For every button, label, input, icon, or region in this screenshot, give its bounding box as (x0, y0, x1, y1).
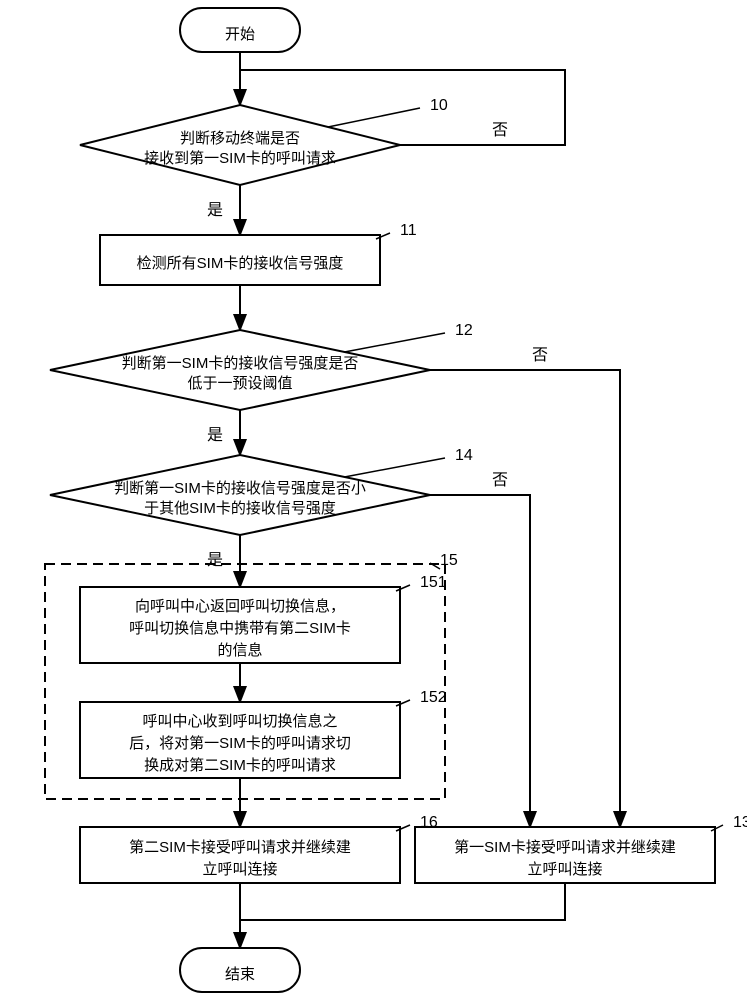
svg-text:接收到第一SIM卡的呼叫请求: 接收到第一SIM卡的呼叫请求 (144, 149, 336, 167)
flowchart-diagram: 15否是是是否否开始结束判断移动终端是否接收到第一SIM卡的呼叫请求10判断第一… (0, 0, 747, 1000)
svg-text:结束: 结束 (225, 966, 255, 983)
svg-text:152: 152 (420, 689, 447, 706)
svg-text:否: 否 (492, 472, 508, 489)
svg-text:开始: 开始 (225, 26, 255, 43)
svg-text:14: 14 (455, 447, 473, 464)
svg-text:判断第一SIM卡的接收信号强度是否: 判断第一SIM卡的接收信号强度是否 (122, 354, 359, 372)
svg-text:呼叫切换信息中携带有第二SIM卡: 呼叫切换信息中携带有第二SIM卡 (129, 619, 351, 637)
svg-text:判断移动终端是否: 判断移动终端是否 (180, 130, 300, 147)
svg-text:向呼叫中心返回呼叫切换信息，: 向呼叫中心返回呼叫切换信息， (135, 598, 345, 615)
svg-text:12: 12 (455, 322, 473, 339)
svg-text:15: 15 (440, 552, 458, 569)
svg-text:呼叫中心收到呼叫切换信息之: 呼叫中心收到呼叫切换信息之 (142, 713, 337, 730)
svg-text:是: 是 (207, 552, 223, 569)
svg-text:立呼叫连接: 立呼叫连接 (202, 861, 277, 878)
svg-text:是: 是 (207, 202, 223, 219)
svg-text:11: 11 (400, 222, 417, 239)
svg-text:否: 否 (532, 347, 548, 364)
svg-text:否: 否 (492, 122, 508, 139)
svg-text:151: 151 (420, 574, 447, 591)
svg-text:第二SIM卡接受呼叫请求并继续建: 第二SIM卡接受呼叫请求并继续建 (129, 838, 351, 856)
svg-text:换成对第二SIM卡的呼叫请求: 换成对第二SIM卡的呼叫请求 (144, 756, 336, 774)
svg-text:后，将对第一SIM卡的呼叫请求切: 后，将对第一SIM卡的呼叫请求切 (129, 734, 351, 752)
svg-text:第一SIM卡接受呼叫请求并继续建: 第一SIM卡接受呼叫请求并继续建 (454, 838, 676, 856)
svg-text:判断第一SIM卡的接收信号强度是否小: 判断第一SIM卡的接收信号强度是否小 (114, 479, 366, 497)
svg-text:13: 13 (733, 814, 747, 831)
svg-text:的信息: 的信息 (217, 642, 262, 659)
svg-text:于其他SIM卡的接收信号强度: 于其他SIM卡的接收信号强度 (144, 500, 336, 517)
svg-text:10: 10 (430, 97, 448, 114)
svg-text:立呼叫连接: 立呼叫连接 (527, 861, 602, 878)
svg-text:是: 是 (207, 427, 223, 444)
svg-text:低于一预设阈值: 低于一预设阈值 (187, 375, 292, 392)
svg-text:检测所有SIM卡的接收信号强度: 检测所有SIM卡的接收信号强度 (137, 255, 344, 272)
